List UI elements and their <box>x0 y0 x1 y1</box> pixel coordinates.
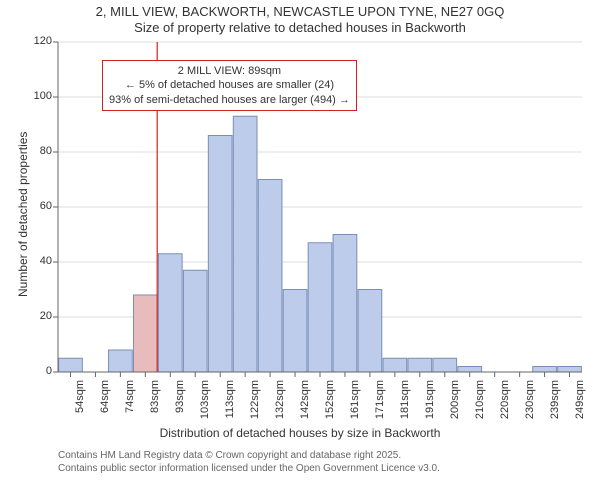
histogram-bar <box>333 235 357 373</box>
annotation-line-1: 2 MILL VIEW: 89sqm <box>109 64 350 78</box>
attribution-text: Contains HM Land Registry data © Crown c… <box>58 450 440 475</box>
x-tick-label: 74sqm <box>124 380 136 424</box>
attribution-line-2: Contains public sector information licen… <box>58 463 440 476</box>
annotation-line-3: 93% of semi-detached houses are larger (… <box>109 93 350 107</box>
histogram-bar <box>408 358 432 372</box>
histogram-bar <box>208 136 232 373</box>
x-tick-label: 191sqm <box>424 380 436 424</box>
x-tick-label: 161sqm <box>349 380 361 424</box>
annotation-box: 2 MILL VIEW: 89sqm ← 5% of detached hous… <box>102 60 357 111</box>
attribution-line-1: Contains HM Land Registry data © Crown c… <box>58 450 440 463</box>
x-tick-label: 132sqm <box>274 380 286 424</box>
x-tick-label: 83sqm <box>149 380 161 424</box>
x-tick-label: 152sqm <box>324 380 336 424</box>
x-tick-label: 122sqm <box>249 380 261 424</box>
x-tick-label: 113sqm <box>224 380 236 424</box>
histogram-bar <box>59 358 83 372</box>
x-tick-label: 93sqm <box>174 380 186 424</box>
y-tick-label: 40 <box>22 255 52 267</box>
histogram-bar <box>183 270 207 372</box>
histogram-bar <box>433 358 457 372</box>
histogram-bar <box>308 243 332 372</box>
histogram-bar <box>558 367 582 373</box>
x-tick-label: 54sqm <box>74 380 86 424</box>
y-tick-label: 20 <box>22 310 52 322</box>
y-tick-label: 100 <box>22 90 52 102</box>
histogram-bar <box>458 367 482 373</box>
x-tick-label: 142sqm <box>299 380 311 424</box>
histogram-bar <box>358 290 382 373</box>
x-tick-label: 64sqm <box>99 380 111 424</box>
histogram-bar <box>133 295 157 372</box>
histogram-bar <box>383 358 407 372</box>
x-tick-label: 171sqm <box>374 380 386 424</box>
y-tick-label: 0 <box>22 365 52 377</box>
x-tick-label: 230sqm <box>524 380 536 424</box>
annotation-line-2: ← 5% of detached houses are smaller (24) <box>109 78 350 92</box>
x-tick-label: 220sqm <box>499 380 511 424</box>
histogram-bar <box>158 254 182 372</box>
x-axis-label: Distribution of detached houses by size … <box>0 426 600 440</box>
x-tick-label: 103sqm <box>199 380 211 424</box>
histogram-bar <box>109 350 133 372</box>
histogram-bar <box>533 367 557 373</box>
x-tick-label: 181sqm <box>399 380 411 424</box>
x-tick-label: 200sqm <box>449 380 461 424</box>
y-tick-label: 120 <box>22 35 52 47</box>
y-tick-label: 60 <box>22 200 52 212</box>
histogram-bar <box>283 290 307 373</box>
x-tick-label: 210sqm <box>474 380 486 424</box>
y-tick-label: 80 <box>22 145 52 157</box>
histogram-bar <box>258 180 282 373</box>
chart-container: 2, MILL VIEW, BACKWORTH, NEWCASTLE UPON … <box>0 0 600 500</box>
histogram-bar <box>233 116 257 372</box>
x-tick-label: 249sqm <box>574 380 586 424</box>
x-tick-label: 239sqm <box>549 380 561 424</box>
